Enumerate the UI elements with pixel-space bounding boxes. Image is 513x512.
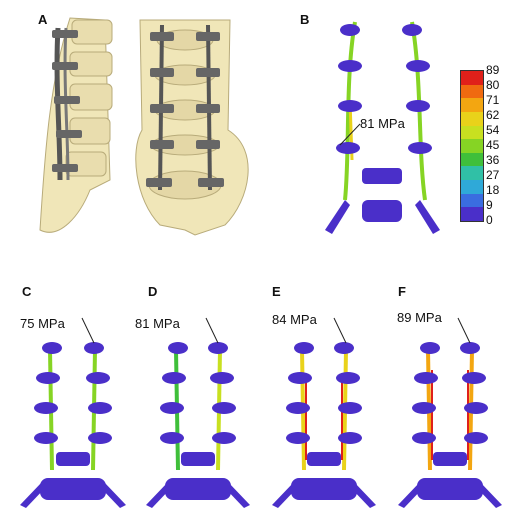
posterior-spine-model bbox=[135, 19, 249, 236]
scale-tick-label: 80 bbox=[486, 78, 500, 92]
lateral-spine-model bbox=[39, 17, 113, 233]
scale-band bbox=[461, 180, 483, 194]
scale-tick-label: 27 bbox=[486, 168, 500, 182]
implant-stress-map-e bbox=[272, 317, 376, 508]
panel-label-d: D bbox=[148, 284, 158, 299]
panel-label-e: E bbox=[272, 284, 281, 299]
scale-band bbox=[461, 193, 483, 208]
panel-label-c: C bbox=[22, 284, 32, 299]
scale-band bbox=[461, 152, 483, 167]
implant-stress-map-f bbox=[398, 317, 502, 508]
panel-label-f: F bbox=[398, 284, 406, 299]
stress-color-scale bbox=[460, 70, 484, 222]
scale-tick-label: 0 bbox=[486, 213, 493, 227]
scale-tick-label: 45 bbox=[486, 138, 500, 152]
scale-tick-label: 18 bbox=[486, 183, 500, 197]
scale-tick-label: 62 bbox=[486, 108, 500, 122]
panel-label-b: B bbox=[300, 12, 310, 27]
panel-label-a: A bbox=[38, 12, 48, 27]
stress-annotation-e: 84 MPa bbox=[272, 312, 317, 327]
scale-tick-label: 71 bbox=[486, 93, 500, 107]
scale-tick-label: 54 bbox=[486, 123, 500, 137]
implant-stress-map-d bbox=[146, 317, 250, 508]
scale-band bbox=[461, 71, 483, 85]
stress-annotation-b: 81 MPa bbox=[360, 116, 405, 131]
scale-tick-label: 9 bbox=[486, 198, 493, 212]
stress-annotation-f: 89 MPa bbox=[397, 310, 442, 325]
scale-band bbox=[461, 125, 483, 140]
scale-band bbox=[461, 139, 483, 153]
scale-band bbox=[461, 111, 483, 126]
implant-stress-map-c bbox=[20, 317, 126, 508]
stress-annotation-d: 81 MPa bbox=[135, 316, 180, 331]
scale-band bbox=[461, 207, 483, 221]
stress-annotation-c: 75 MPa bbox=[20, 316, 65, 331]
implant-stress-map-b bbox=[325, 21, 440, 234]
scale-band bbox=[461, 166, 483, 180]
scale-band bbox=[461, 84, 483, 99]
scale-tick-label: 89 bbox=[486, 63, 500, 77]
scale-band bbox=[461, 98, 483, 112]
scale-tick-label: 36 bbox=[486, 153, 500, 167]
